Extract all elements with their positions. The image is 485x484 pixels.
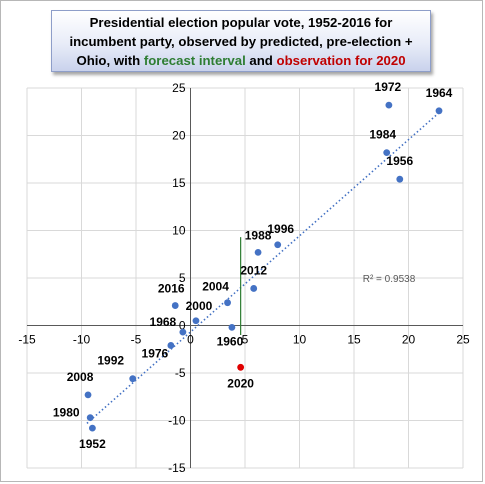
point-label-1980: 1980 <box>53 406 80 420</box>
y-tick-label: -5 <box>175 366 186 380</box>
data-point-1964 <box>435 107 443 115</box>
title-line-2: incumbent party, observed by predicted, … <box>69 34 413 49</box>
point-label-1992: 1992 <box>97 354 124 368</box>
trendline <box>86 110 442 424</box>
title-observation-2020: observation for 2020 <box>276 53 406 68</box>
r-squared-label: R² = 0.9538 <box>363 274 416 285</box>
point-label-1964: 1964 <box>426 86 453 100</box>
point-labels: 1952 1956 1960 1964 1968 1972 1976 1980 1984 1988… <box>53 80 453 451</box>
x-tick-label: 15 <box>347 333 361 347</box>
x-tick-label: -5 <box>131 333 142 347</box>
y-tick-label: 15 <box>172 176 186 190</box>
data-point-2016 <box>171 302 179 309</box>
point-label-1988: 1988 <box>245 228 272 242</box>
axes <box>27 88 463 468</box>
data-point-1968 <box>179 328 187 336</box>
y-tick-label: 25 <box>172 81 186 95</box>
data-point-1976 <box>167 342 175 349</box>
data-point-1996 <box>274 241 282 249</box>
data-point-1960 <box>228 324 236 331</box>
y-tick-label: 10 <box>172 224 186 238</box>
point-label-2000: 2000 <box>186 299 213 313</box>
data-point-1992 <box>129 375 137 383</box>
point-label-1968: 1968 <box>150 315 177 329</box>
y-tick-label: 20 <box>172 129 186 143</box>
title-forecast-interval: forecast interval <box>143 53 246 68</box>
r-squared-group: R² = 0.9538 <box>363 274 416 285</box>
data-point-2012 <box>250 285 258 292</box>
y-tick-label: -10 <box>168 414 186 428</box>
trendline-group <box>86 110 442 424</box>
point-label-2012: 2012 <box>240 263 267 277</box>
point-label-2020: 2020 <box>227 376 254 390</box>
x-tick-label: 5 <box>242 333 249 347</box>
data-point-2000 <box>192 317 200 325</box>
point-label-1996: 1996 <box>267 222 294 236</box>
data-point-1984 <box>383 149 391 157</box>
data-point-1952 <box>89 424 96 432</box>
point-label-1956: 1956 <box>386 154 413 168</box>
x-tick-label: -10 <box>73 333 91 347</box>
data-point-2004 <box>224 299 231 307</box>
data-point-1980 <box>86 414 94 422</box>
title-line-3-and: and <box>249 53 273 68</box>
x-tick-label: 25 <box>456 333 470 347</box>
title-line-3-prefix: Ohio, with <box>76 53 141 68</box>
data-point-2020-observation <box>237 363 245 371</box>
x-tick-label: 10 <box>293 333 307 347</box>
point-label-1984: 1984 <box>369 128 396 142</box>
chart-title: Presidential election popular vote, 1952… <box>51 10 431 72</box>
x-tick-label: 0 <box>187 333 194 347</box>
y-tick-label: 0 <box>179 319 186 333</box>
data-point-1972 <box>385 101 393 109</box>
data-point-1956 <box>396 175 404 183</box>
point-label-1972: 1972 <box>375 80 402 94</box>
data-point-1988 <box>254 248 262 256</box>
point-label-2016: 2016 <box>158 282 185 296</box>
x-tick-label: 20 <box>402 333 416 347</box>
y-tick-label: 5 <box>179 271 186 285</box>
title-line-3: Ohio, with forecast interval and observa… <box>52 51 430 70</box>
y-tick-label: -15 <box>168 461 186 475</box>
point-label-2004: 2004 <box>202 280 229 294</box>
x-tick-label: -15 <box>18 333 36 347</box>
point-label-1976: 1976 <box>142 346 169 360</box>
title-line-1: Presidential election popular vote, 1952… <box>89 15 393 30</box>
data-points <box>84 101 443 432</box>
tick-labels: -15 -10 -5 0 5 10 15 20 25 -15 -10 -5 0 5 10 15 20 25 <box>18 81 470 475</box>
point-label-2008: 2008 <box>67 370 94 384</box>
data-point-2008 <box>84 391 92 399</box>
point-label-1960: 1960 <box>217 334 244 348</box>
point-label-1952: 1952 <box>79 437 106 451</box>
